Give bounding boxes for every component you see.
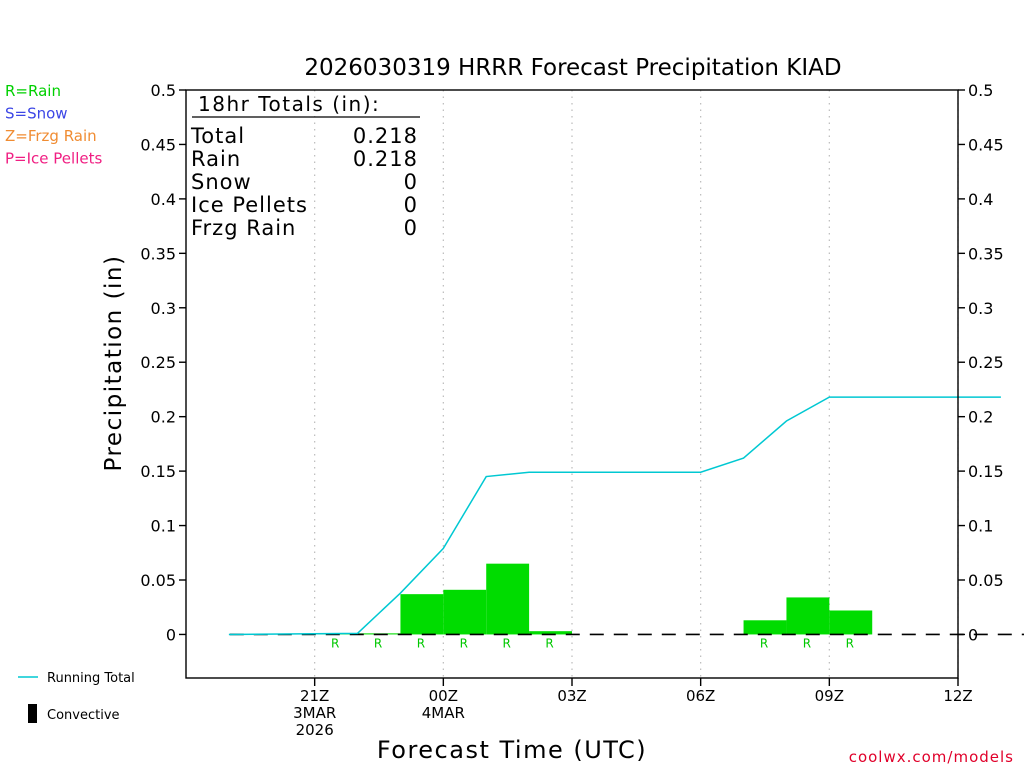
totals-box: 18hr Totals (in): Total 0.218 Rain 0.218 Snow… <box>190 92 420 240</box>
y-tick-label-right: 0.15 <box>968 462 1004 481</box>
chart-title: 2026030319 HRRR Forecast Precipitation K… <box>304 55 841 81</box>
precip-type-label: R <box>846 636 854 650</box>
totals-row-label: Rain <box>191 147 241 171</box>
precip-type-label: R <box>417 636 425 650</box>
x-tick-label: 3MAR <box>293 704 336 722</box>
precip-bar <box>486 563 530 635</box>
y-tick-label-right: 0.5 <box>968 81 993 100</box>
y-tick-label-right: 0.1 <box>968 517 993 536</box>
y-tick-label-right: 0 <box>968 625 978 644</box>
y-tick-label-left: 0.5 <box>151 81 176 100</box>
precip-bar <box>829 610 873 635</box>
type-legend-entry: Z=Frzg Rain <box>5 127 97 145</box>
y-tick-label-right: 0.4 <box>968 190 993 209</box>
totals-row-label: Snow <box>191 170 252 194</box>
precip-type-label: R <box>460 636 468 650</box>
totals-row-value: 0.218 <box>353 124 418 148</box>
x-tick-label: 21Z <box>300 687 329 705</box>
x-tick-label: 00Z <box>429 687 458 705</box>
precip-type-label: R <box>331 636 339 650</box>
totals-row-value: 0 <box>404 216 418 240</box>
y-tick-label-right: 0.35 <box>968 244 1004 263</box>
y-axis-left: 0 0.05 0.1 0.15 0.2 0.25 0.3 0.35 0.4 0.45 0.5 <box>140 81 186 644</box>
totals-row-value: 0.218 <box>353 147 418 171</box>
precip-bar <box>443 589 487 635</box>
type-legend: R=Rain S=Snow Z=Frzg Rain P=Ice Pellets <box>5 82 102 168</box>
precip-bars <box>314 563 873 635</box>
y-tick-label-right: 0.2 <box>968 408 993 427</box>
running-total-series <box>228 396 1001 636</box>
running-total-line <box>228 396 1001 636</box>
x-axis-label: Forecast Time (UTC) <box>377 736 647 764</box>
y-tick-label-left: 0.25 <box>140 353 176 372</box>
y-tick-label-left: 0.35 <box>140 244 176 263</box>
y-tick-label-left: 0.05 <box>140 571 176 590</box>
type-legend-entry: S=Snow <box>5 105 68 123</box>
y-tick-label-right: 0.25 <box>968 353 1004 372</box>
precip-bar <box>743 620 787 635</box>
precip-bar <box>786 597 830 635</box>
convective-swatch <box>28 704 37 723</box>
type-legend-entry: R=Rain <box>5 82 61 100</box>
precip-type-label: R <box>374 636 382 650</box>
y-tick-label-left: 0.45 <box>140 135 176 154</box>
line-legend: Running Total Convective <box>18 671 135 723</box>
x-tick-label: 09Z <box>815 687 844 705</box>
x-tick-label: 12Z <box>943 687 972 705</box>
precip-bar <box>400 594 444 635</box>
precip-type-label: R <box>760 636 768 650</box>
x-tick-label: 4MAR <box>422 704 465 722</box>
x-tick-label: 03Z <box>557 687 586 705</box>
precip-type-label: R <box>502 636 510 650</box>
convective-legend-label: Convective <box>47 708 120 723</box>
x-tick-label: 06Z <box>686 687 715 705</box>
y-tick-label-left: 0 <box>166 625 176 644</box>
y-tick-label-right: 0.05 <box>968 571 1004 590</box>
precip-type-label: R <box>545 636 553 650</box>
x-tick-label: 2026 <box>296 721 334 739</box>
running-total-legend-label: Running Total <box>47 671 135 686</box>
precip-bar <box>529 631 572 635</box>
totals-row-value: 0 <box>404 193 418 217</box>
type-legend-entry: P=Ice Pellets <box>5 150 102 168</box>
y-axis-right: 0 0.05 0.1 0.15 0.2 0.25 0.3 0.35 0.4 0.45 0.5 <box>958 81 1004 644</box>
precip-type-label: R <box>803 636 811 650</box>
y-tick-label-left: 0.15 <box>140 462 176 481</box>
totals-row-label: Ice Pellets <box>191 193 308 217</box>
y-tick-label-left: 0.4 <box>151 190 176 209</box>
totals-row-value: 0 <box>404 170 418 194</box>
totals-heading: 18hr Totals (in): <box>198 92 380 116</box>
y-tick-label-right: 0.3 <box>968 299 993 318</box>
y-tick-label-left: 0.1 <box>151 517 176 536</box>
y-tick-label-right: 0.45 <box>968 135 1004 154</box>
y-tick-label-left: 0.2 <box>151 408 176 427</box>
totals-row-label: Total <box>190 124 245 148</box>
credit-text: coolwx.com/models <box>849 748 1014 766</box>
y-axis-label: Precipitation (in) <box>101 255 127 472</box>
y-tick-label-left: 0.3 <box>151 299 176 318</box>
totals-row-label: Frzg Rain <box>191 216 296 240</box>
